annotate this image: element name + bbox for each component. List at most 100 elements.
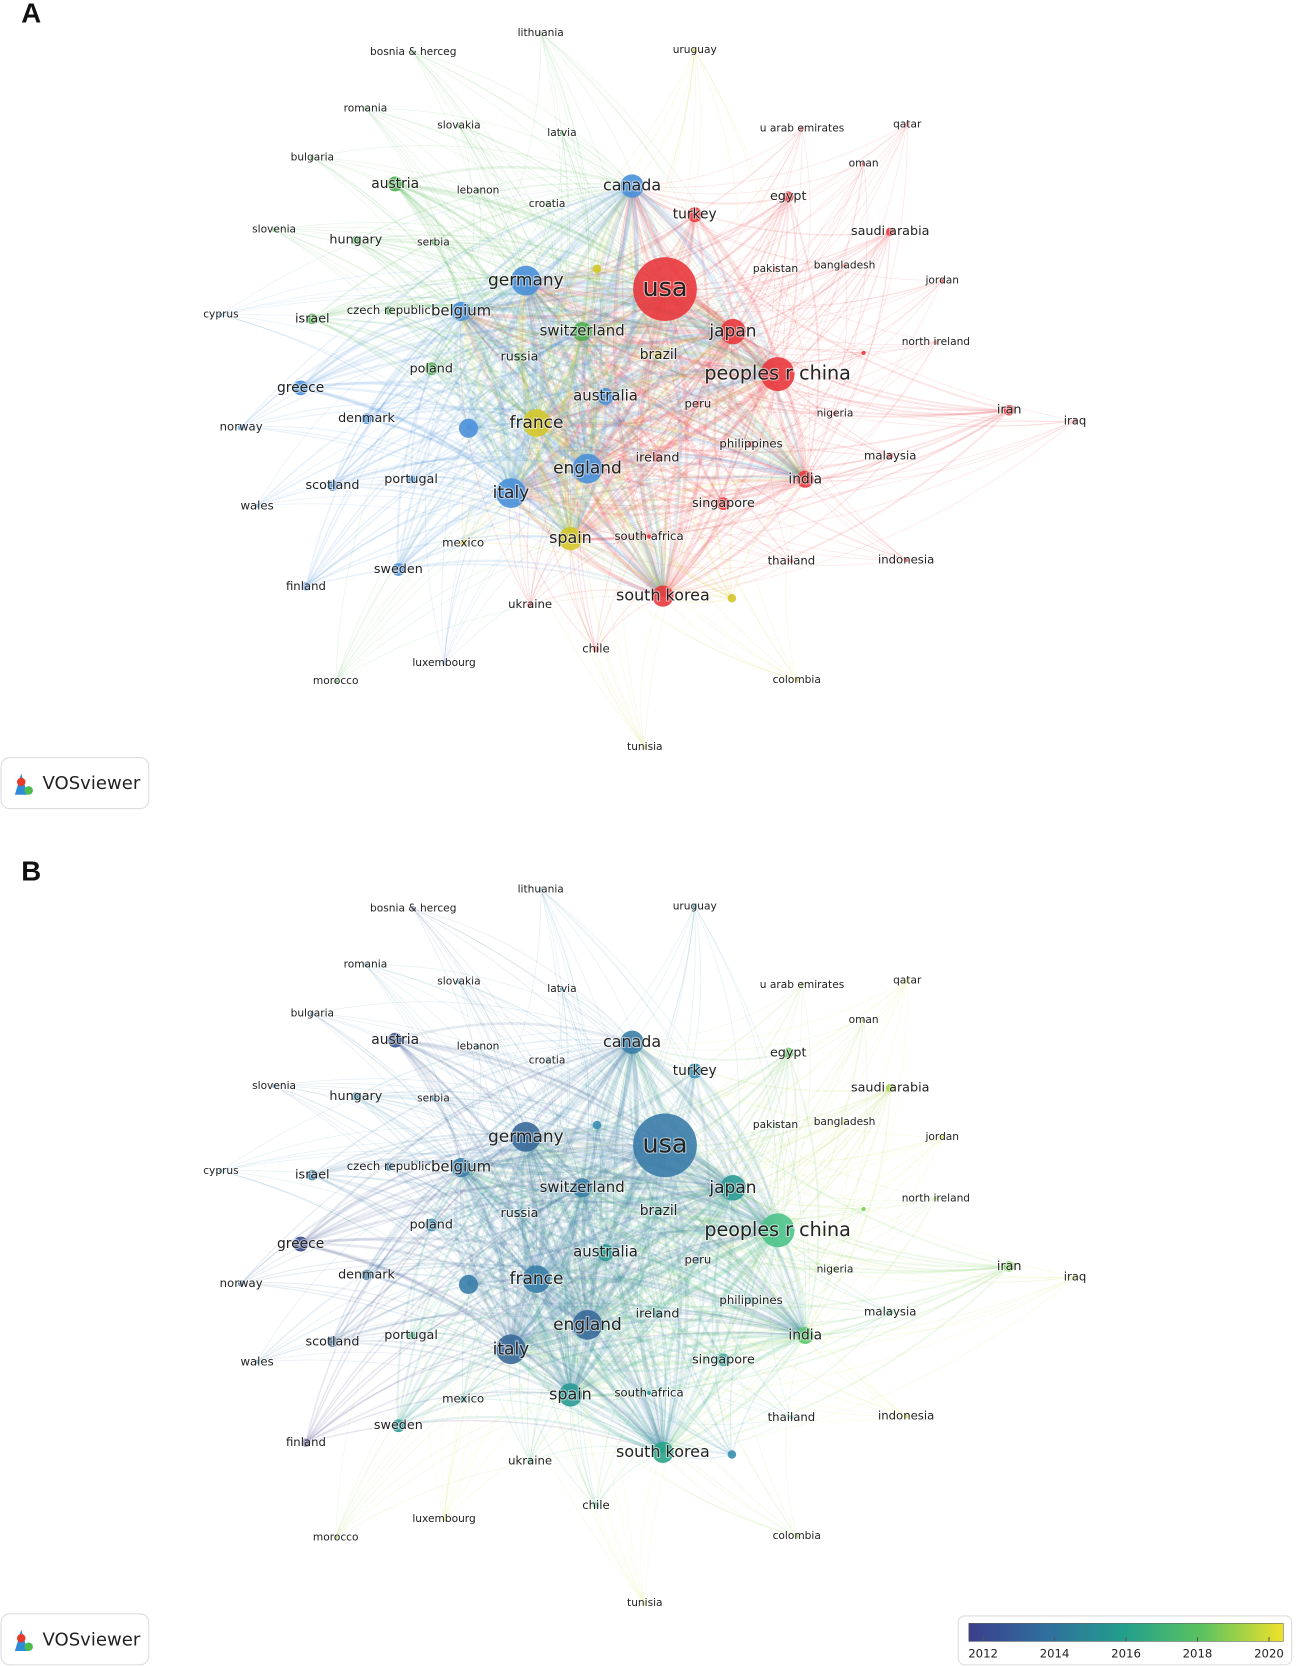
- edge: [460, 1052, 789, 1169]
- edge: [220, 296, 778, 375]
- edge: [458, 981, 583, 1188]
- edge: [587, 1136, 943, 1326]
- edge: [525, 1136, 1076, 1279]
- edge: [662, 1269, 836, 1453]
- logo-icon: [24, 786, 33, 795]
- edge: [460, 1069, 696, 1169]
- edge: [508, 1136, 538, 1351]
- edge: [525, 1136, 943, 1169]
- node-label: u arab emirates: [760, 978, 845, 991]
- node: [654, 1206, 663, 1216]
- node-label: tunisia: [627, 1596, 663, 1609]
- node-label: france: [509, 413, 563, 433]
- edge: [459, 1167, 513, 1351]
- edge: [460, 1167, 646, 1604]
- edge: [569, 372, 780, 541]
- edge: [312, 157, 583, 332]
- edge: [273, 229, 537, 424]
- edge: [536, 1186, 735, 1282]
- edge: [459, 1167, 572, 1397]
- edge: [536, 371, 779, 428]
- edge: [628, 1042, 660, 1212]
- edge: [305, 534, 571, 588]
- edge: [769, 374, 792, 562]
- edge: [430, 1224, 572, 1396]
- edge: [413, 908, 806, 1336]
- edge: [331, 330, 583, 487]
- edge: [332, 372, 778, 487]
- edge: [569, 1211, 660, 1396]
- node-label: u arab emirates: [760, 122, 845, 135]
- edge: [694, 49, 779, 375]
- edge: [586, 214, 697, 470]
- edge: [662, 1452, 797, 1537]
- edge: [664, 1144, 1010, 1268]
- logo[interactable]: VOSviewer: [0, 1613, 150, 1666]
- edge: [312, 302, 462, 320]
- edge: [582, 280, 943, 340]
- node-label: thailand: [768, 1410, 816, 1424]
- edge: [595, 478, 806, 650]
- edge: [731, 331, 807, 481]
- node: [558, 1383, 583, 1407]
- edge: [525, 124, 908, 281]
- edge: [388, 1165, 512, 1350]
- edge: [509, 1348, 664, 1455]
- edge: [300, 1242, 589, 1326]
- edge: [460, 311, 835, 414]
- edge: [335, 1167, 462, 1538]
- edge: [585, 468, 646, 748]
- edge: [462, 185, 633, 544]
- edge: [430, 287, 666, 370]
- edge: [305, 1229, 778, 1444]
- edge: [510, 1348, 907, 1423]
- node: [526, 1457, 534, 1465]
- edge: [443, 1187, 583, 1520]
- edge: [518, 356, 589, 469]
- edge: [220, 1170, 571, 1396]
- edge: [581, 331, 733, 599]
- edge: [410, 185, 633, 480]
- edge: [586, 468, 733, 599]
- edge: [460, 203, 548, 312]
- edge: [693, 213, 779, 375]
- edge: [460, 310, 1010, 418]
- edge: [510, 395, 607, 495]
- edge: [460, 1167, 658, 1315]
- edge: [365, 964, 664, 1453]
- edge: [355, 238, 527, 282]
- node-label: singapore: [692, 496, 755, 511]
- edge: [460, 1167, 752, 1301]
- edge: [394, 1039, 538, 1280]
- edge: [312, 1161, 778, 1232]
- edge: [300, 386, 589, 470]
- edge: [332, 1340, 664, 1454]
- edge: [410, 373, 778, 480]
- edge: [394, 1039, 513, 1350]
- edge: [510, 268, 776, 494]
- node-label: denmark: [338, 411, 395, 426]
- edge: [631, 1041, 789, 1061]
- edge: [477, 1032, 633, 1047]
- edge: [546, 1060, 664, 1453]
- edge: [582, 163, 864, 332]
- edge: [510, 1070, 696, 1351]
- logo[interactable]: VOSviewer: [0, 757, 150, 810]
- edge: [394, 165, 633, 188]
- node-label: indonesia: [878, 552, 934, 566]
- edge: [644, 1230, 778, 1604]
- edge: [460, 213, 696, 313]
- edge: [580, 1042, 634, 1189]
- edge: [311, 185, 633, 320]
- edge: [460, 1166, 724, 1361]
- edge: [536, 906, 696, 1280]
- edge: [631, 1042, 1076, 1278]
- edge: [664, 1136, 943, 1163]
- edge: [394, 182, 807, 481]
- edge: [777, 373, 1010, 416]
- node-label: belgium: [431, 1158, 491, 1176]
- node-label: brazil: [640, 1203, 678, 1219]
- edge: [587, 1311, 806, 1337]
- edge: [396, 1167, 462, 1426]
- node-label: japan: [708, 1178, 756, 1198]
